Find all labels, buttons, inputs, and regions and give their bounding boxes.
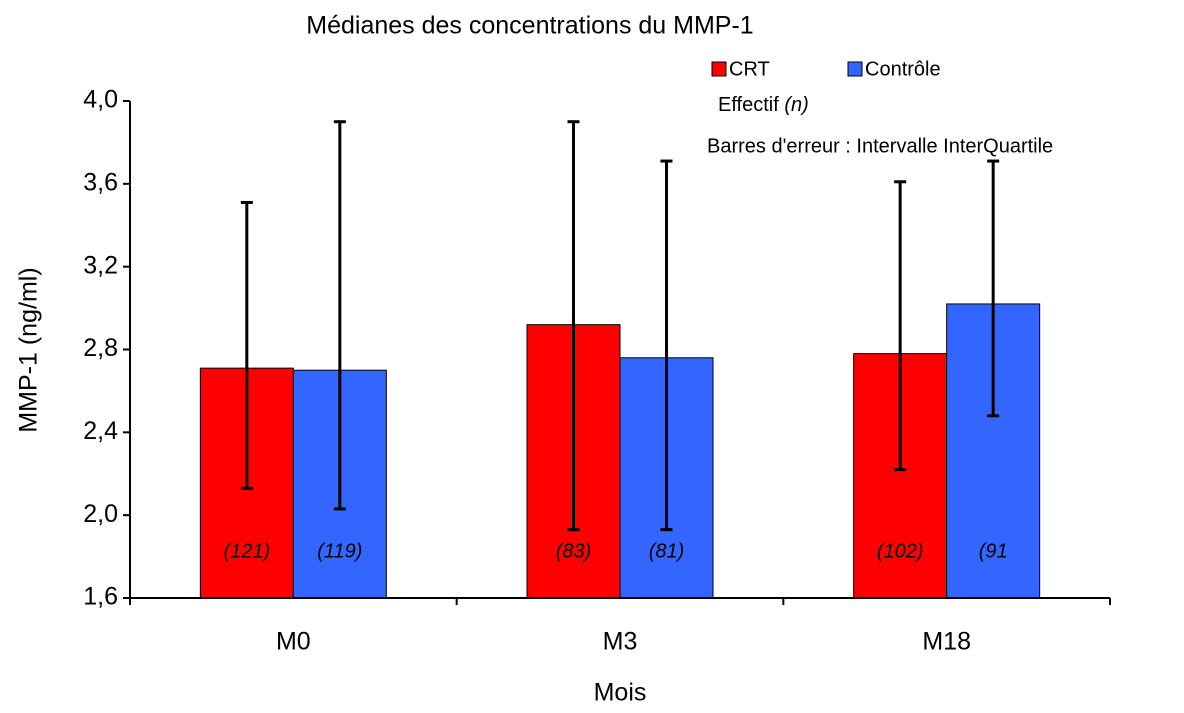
x-tick-label: M18 [922,628,971,656]
y-tick-label: 2,8 [83,334,118,362]
legend-label: Contrôle [865,58,941,80]
effectif-symbol: (n) [784,94,808,116]
n-label: (121) [223,540,270,562]
x-tick-label: M0 [276,628,311,656]
effectif-text: Effectif [718,94,779,116]
chart-title: Médianes des concentrations du MMP-1 [306,12,753,40]
x-tick-label: M3 [603,628,638,656]
error-bar-note: Barres d'erreur : Intervalle InterQuarti… [707,135,1053,157]
y-axis-label: MMP-1 (ng/ml) [15,267,43,432]
y-tick-label: 3,6 [83,168,118,196]
legend-swatch [711,61,727,77]
legend-swatch [847,61,863,77]
n-label: (102) [877,540,924,562]
y-tick-label: 1,6 [83,583,118,611]
y-tick-label: 4,0 [83,86,118,114]
y-tick-label: 2,4 [83,417,118,445]
effectif-label: Effectif (n) [718,94,809,116]
y-tick-label: 2,0 [83,500,118,528]
n-label: (83) [556,540,592,562]
y-tick-label: 3,2 [83,251,118,279]
n-label: (81) [649,540,685,562]
n-label: (91 [979,540,1008,562]
n-label: (119) [317,540,362,562]
x-axis-label: Mois [594,679,647,707]
legend-label: CRT [729,58,770,80]
